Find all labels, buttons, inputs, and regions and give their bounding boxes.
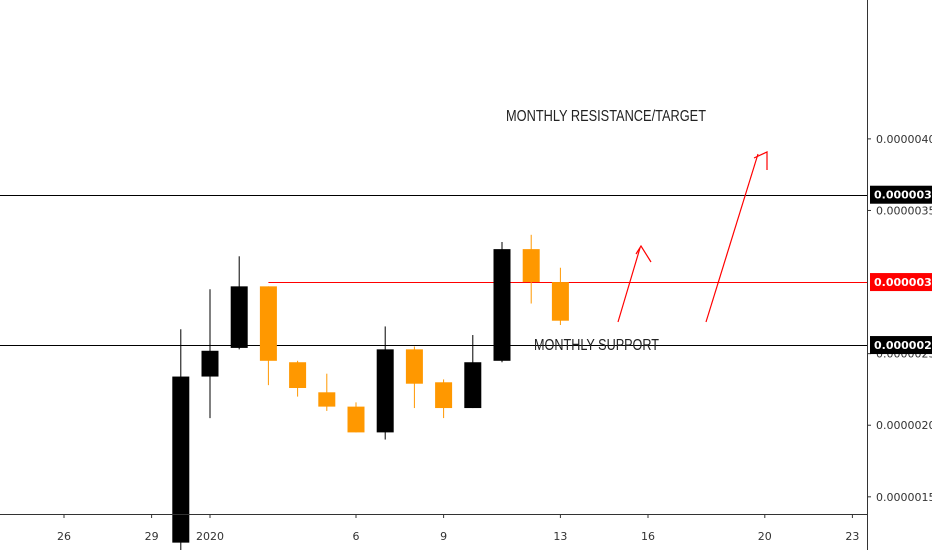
annotation-monthly-resistance: MONTHLY RESISTANCE/TARGET <box>506 108 706 125</box>
candle <box>230 256 248 350</box>
x-tick-label: 29 <box>145 530 159 543</box>
candle-body <box>435 382 453 409</box>
x-tick-label: 13 <box>553 530 567 543</box>
x-tick-label: 2020 <box>196 530 224 543</box>
y-axis-ticks: 0.000004000.000003500.000002500.00000200… <box>867 133 932 504</box>
candle-body <box>551 282 569 321</box>
x-tick-label: 20 <box>758 530 772 543</box>
candle <box>551 267 569 326</box>
level-label-box <box>870 273 932 292</box>
level-label: 0.00000300 <box>874 276 932 289</box>
candle-body <box>405 349 423 384</box>
arrow-head-0361 <box>753 151 768 170</box>
candle <box>201 289 219 419</box>
candle <box>376 326 394 440</box>
arrow-to-target-0361 <box>705 153 759 323</box>
x-tick-label: 16 <box>641 530 655 543</box>
candle-body <box>172 376 190 543</box>
candle <box>522 234 540 304</box>
candle <box>435 379 453 419</box>
candle-body <box>230 286 248 348</box>
x-tick-label: 6 <box>353 530 360 543</box>
level-label-box <box>870 336 932 355</box>
candle-body <box>289 362 307 389</box>
candle-body <box>259 286 277 361</box>
candle-body <box>522 249 540 283</box>
y-tick-label: 0.00000200 <box>876 419 932 432</box>
level-label-box <box>870 185 932 204</box>
candle <box>493 241 511 363</box>
candle-body <box>376 349 394 433</box>
arrow-to-resistance-0300 <box>617 247 641 323</box>
y-tick-label: 0.00000350 <box>876 204 932 217</box>
x-tick-label: 23 <box>845 530 859 543</box>
candle-body <box>464 362 482 409</box>
x-axis-ticks: 26 29 2020 6 9 13 16 20 23 <box>57 514 859 543</box>
level-label: 0.00000256 <box>874 339 932 352</box>
price-levels <box>0 195 867 346</box>
candle-body <box>201 350 219 377</box>
candle <box>259 286 277 386</box>
candles <box>172 234 569 550</box>
target-arrows <box>617 151 768 323</box>
y-tick-label: 0.00000150 <box>876 491 932 504</box>
candle <box>172 329 190 550</box>
candle <box>318 373 336 411</box>
level-label: 0.00000361 <box>874 189 932 202</box>
candle-body <box>493 249 511 361</box>
y-tick-label: 0.00000400 <box>876 133 932 146</box>
candle <box>464 335 482 409</box>
candle-body <box>347 406 365 433</box>
arrow-head-0300 <box>635 244 652 263</box>
price-level-labels: 0.00000361 0.00000300 0.00000256 <box>870 185 932 355</box>
x-tick-label: 9 <box>440 530 447 543</box>
candle-body <box>318 392 336 407</box>
candle <box>405 346 423 409</box>
candle <box>347 402 365 433</box>
x-tick-label: 26 <box>57 530 71 543</box>
candle <box>289 360 307 397</box>
annotation-monthly-support: MONTHLY SUPPORT <box>534 337 659 354</box>
